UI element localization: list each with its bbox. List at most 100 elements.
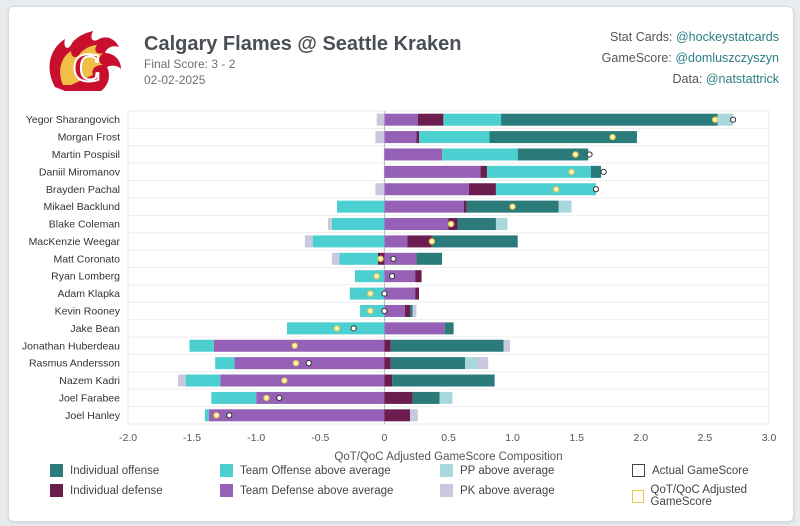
legend-label: PK above average xyxy=(460,484,555,497)
bar-segment-individual-offense xyxy=(501,113,718,126)
bar-segment-team-defense xyxy=(384,183,470,196)
y-tick-label: Rasmus Andersson xyxy=(29,358,120,370)
actual-gamescore-marker xyxy=(381,290,388,297)
x-tick-label: 2.0 xyxy=(633,432,648,444)
bar-segment-individual-defense xyxy=(469,183,496,196)
legend-swatch xyxy=(440,464,453,477)
bar-segment-individual-defense xyxy=(415,287,420,300)
actual-gamescore-marker xyxy=(350,325,357,332)
actual-gamescore-marker xyxy=(586,151,593,158)
bar-segment-pp xyxy=(717,113,734,126)
bar-segment-team-defense xyxy=(213,339,385,352)
bar-segment-team-defense xyxy=(384,287,416,300)
y-tick-label: Martin Pospisil xyxy=(52,149,120,161)
x-tick-label: -1.0 xyxy=(247,432,265,444)
adjusted-gamescore-marker xyxy=(609,133,616,141)
legend-swatch xyxy=(632,489,644,503)
bar-segment-team-defense xyxy=(256,391,385,404)
legend-label: PP above average xyxy=(460,464,555,477)
actual-gamescore-marker xyxy=(390,255,397,262)
bar-segment-individual-defense xyxy=(416,131,420,144)
bar-segment-team-offense xyxy=(495,183,596,196)
final-score: Final Score: 3 - 2 xyxy=(144,57,236,71)
bar-segment-team-offense xyxy=(312,235,385,248)
legend-label: Actual GameScore xyxy=(652,464,749,477)
y-tick-label: MacKenzie Weegar xyxy=(29,236,121,248)
adjusted-gamescore-marker xyxy=(377,255,384,263)
adjusted-gamescore-marker xyxy=(428,238,436,245)
bar-segment-team-offense xyxy=(215,357,235,370)
bar-segment-pp xyxy=(439,391,453,404)
credit-link[interactable]: @natstattrick xyxy=(705,72,779,86)
bar-segment-individual-offense xyxy=(410,304,413,317)
y-tick-label: Blake Coleman xyxy=(49,219,120,231)
bar-segment-team-defense xyxy=(384,165,481,178)
x-tick-label: 3.0 xyxy=(762,432,777,444)
bar-segment-individual-offense xyxy=(590,165,602,178)
x-tick-label: 1.5 xyxy=(569,432,584,444)
legend-swatch xyxy=(50,464,63,477)
x-tick-label: 2.5 xyxy=(698,432,713,444)
actual-gamescore-marker xyxy=(600,168,607,175)
bar-segment-individual-offense xyxy=(517,148,589,161)
bar-segment-individual-offense xyxy=(416,252,443,265)
bar-segment-pp xyxy=(558,200,572,213)
credit-line: GameScore: @domluszczyszyn xyxy=(601,51,779,65)
legend-item: Team Offense above average xyxy=(220,464,391,477)
credit-link[interactable]: @hockeystatcards xyxy=(675,30,779,44)
calgary-flames-logo: C xyxy=(49,31,121,91)
y-tick-label: Mikael Backlund xyxy=(44,201,121,213)
bar-segment-team-defense xyxy=(384,148,443,161)
y-tick-label: Jonathan Huberdeau xyxy=(22,340,120,352)
adjusted-gamescore-marker xyxy=(572,151,579,158)
adjusted-gamescore-marker xyxy=(568,168,575,176)
bar-segment-pp xyxy=(465,357,478,370)
y-tick-label: Matt Coronato xyxy=(53,253,120,265)
adjusted-gamescore-marker xyxy=(552,186,560,193)
y-tick-label: Joel Hanley xyxy=(65,410,121,422)
x-axis-label: QoT/QoC Adjusted GameScore Composition xyxy=(334,451,562,463)
y-tick-label: Kevin Rooney xyxy=(55,305,121,317)
actual-gamescore-marker xyxy=(305,360,312,367)
actual-gamescore-marker xyxy=(226,412,233,419)
y-tick-label: Daniil Miromanov xyxy=(39,166,121,178)
bar-segment-team-defense xyxy=(384,322,445,335)
legend-label: Individual offense xyxy=(70,464,160,477)
x-tick-label: -0.5 xyxy=(311,432,329,444)
credit-link[interactable]: @domluszczyszyn xyxy=(675,51,779,65)
bar-segment-individual-defense xyxy=(384,357,391,370)
x-tick-label: -1.5 xyxy=(183,432,201,444)
bar-segment-individual-defense xyxy=(384,374,393,387)
y-tick-label: Ryan Lomberg xyxy=(51,271,120,283)
adjusted-gamescore-marker xyxy=(367,290,374,297)
legend-item: PK above average xyxy=(440,484,555,497)
actual-gamescore-marker xyxy=(730,116,737,123)
bar-segment-individual-defense xyxy=(480,165,487,178)
y-tick-label: Brayden Pachal xyxy=(46,184,120,196)
bar-segment-team-defense xyxy=(384,304,405,317)
bar-segment-individual-defense xyxy=(404,304,411,317)
bar-segment-pk xyxy=(410,409,418,422)
bar-segment-individual-offense xyxy=(457,218,496,231)
bar-segment-individual-offense xyxy=(431,235,518,248)
legend-swatch xyxy=(50,484,63,497)
adjusted-gamescore-marker xyxy=(509,203,516,210)
legend-item: Individual offense xyxy=(50,464,159,477)
bar-segment-pp xyxy=(495,218,508,231)
legend-label: Team Offense above average xyxy=(240,464,391,477)
bar-segment-pk xyxy=(177,374,186,387)
y-tick-label: Adam Klapka xyxy=(58,288,121,300)
bar-segment-individual-offense xyxy=(392,374,495,387)
bar-segment-pk xyxy=(304,235,313,248)
legend-item: Team Defense above average xyxy=(220,484,393,497)
bar-segment-team-defense xyxy=(384,235,408,248)
adjusted-gamescore-marker xyxy=(711,116,719,123)
bar-segment-team-offense xyxy=(185,374,221,387)
y-tick-label: Jake Bean xyxy=(70,323,120,335)
adjusted-gamescore-marker xyxy=(367,307,374,315)
credit-line: Stat Cards: @hockeystatcards xyxy=(609,30,779,44)
credits: Stat Cards: @hockeystatcards GameScore: … xyxy=(602,27,779,90)
bar-segment-team-offense xyxy=(443,113,502,126)
adjusted-gamescore-marker xyxy=(333,325,341,332)
bar-segment-pk xyxy=(503,339,511,352)
